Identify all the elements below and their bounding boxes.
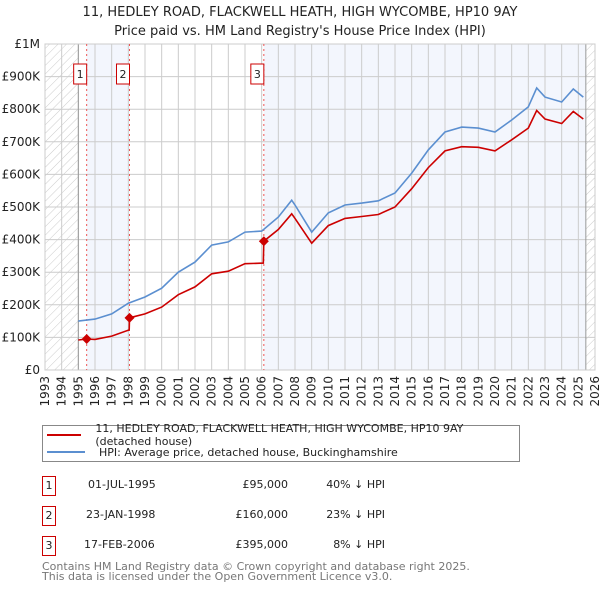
sale-point-marker — [81, 334, 92, 345]
hpi-line — [78, 86, 584, 322]
transaction-price: £395,000 — [235, 538, 289, 551]
sale-marker-badge: 1 — [42, 476, 56, 496]
x-tick-label: 2006 — [255, 376, 269, 407]
transaction-date: 01-JUL-1995 — [88, 478, 156, 491]
x-tick-label: 2004 — [221, 376, 235, 407]
legend-item-hpi: HPI: Average price, detached house, Buck… — [43, 444, 398, 460]
x-tick-label: 2009 — [305, 376, 319, 407]
sale-label: 2 — [120, 68, 127, 81]
transaction-date: 23-JAN-1998 — [86, 508, 156, 521]
x-tick-label: 1998 — [121, 376, 135, 407]
hatched-region-after — [585, 44, 595, 370]
y-tick-label: £300K — [2, 265, 42, 279]
x-tick-label: 2021 — [505, 376, 519, 407]
transaction-date: 17-FEB-2006 — [84, 538, 155, 551]
x-tick-label: 2003 — [205, 376, 219, 407]
x-tick-label: 2018 — [455, 376, 469, 407]
footer-licence: This data is licensed under the Open Gov… — [42, 570, 393, 583]
chart-title: 11, HEDLEY ROAD, FLACKWELL HEATH, HIGH W… — [82, 5, 518, 20]
x-tick-label: 2017 — [438, 376, 452, 407]
sale-label-box — [116, 63, 130, 85]
chart-legend: 11, HEDLEY ROAD, FLACKWELL HEATH, HIGH W… — [42, 422, 520, 462]
sale-label-box — [250, 63, 265, 85]
y-tick-label: £900K — [2, 70, 42, 84]
x-tick-label: 2000 — [155, 376, 169, 407]
transaction-hpi-diff: 40% ↓ HPI — [326, 478, 385, 491]
x-tick-label: 2022 — [521, 376, 535, 407]
sale-label: 3 — [254, 68, 261, 81]
y-tick-label: £600K — [2, 167, 42, 181]
sale-point-marker — [258, 236, 269, 247]
y-tick-label: £1M — [14, 37, 40, 51]
legend-swatch-blue — [47, 451, 85, 453]
x-tick-label: 2024 — [555, 376, 569, 407]
transaction-hpi-diff: 23% ↓ HPI — [326, 508, 385, 521]
transaction-row: 2 23-JAN-1998 £160,000 23% ↓ HPI — [42, 506, 442, 526]
x-tick-label: 1999 — [138, 376, 152, 407]
hatched-region-before — [45, 44, 79, 370]
y-tick-label: £700K — [2, 135, 42, 149]
x-tick-label: 2013 — [371, 376, 385, 407]
x-tick-label: 2008 — [288, 376, 302, 407]
x-tick-label: 2015 — [405, 376, 419, 407]
x-tick-label: 2016 — [421, 376, 435, 407]
x-tick-label: 2011 — [338, 376, 352, 407]
x-tick-label: 2010 — [321, 376, 335, 407]
transaction-hpi-diff: 8% ↓ HPI — [333, 538, 385, 551]
x-tick-label: 2019 — [471, 376, 485, 407]
sale-label-box — [73, 63, 88, 85]
x-tick-label: 1993 — [38, 376, 52, 407]
y-tick-label: £800K — [2, 102, 42, 116]
x-tick-label: 1997 — [105, 376, 119, 407]
transaction-price: £160,000 — [235, 508, 289, 521]
x-tick-label: 2001 — [171, 376, 185, 407]
legend-label-hpi: HPI: Average price, detached house, Buck… — [99, 445, 398, 459]
x-tick-label: 2007 — [271, 376, 285, 407]
legend-label-property: 11, HEDLEY ROAD, FLACKWELL HEATH, HIGH W… — [95, 422, 464, 448]
legend-swatch-red — [47, 434, 82, 436]
y-tick-label: £100K — [2, 330, 42, 344]
transaction-row: 3 17-FEB-2006 £395,000 8% ↓ HPI — [42, 536, 442, 556]
y-tick-label: £500K — [2, 200, 42, 214]
legend-item-property: 11, HEDLEY ROAD, FLACKWELL HEATH, HIGH W… — [43, 422, 519, 448]
price-chart: 1 2 3 £0 £100K £200K £300K £400K £500K £600K £700K… — [2, 37, 600, 407]
x-tick-label: 1995 — [71, 376, 85, 407]
chart-subtitle: Price paid vs. HM Land Registry's House … — [114, 24, 486, 39]
x-tick-label: 2005 — [238, 376, 252, 407]
footer-copyright: Contains HM Land Registry data © Crown c… — [42, 560, 470, 573]
y-tick-label: £400K — [2, 233, 42, 247]
plot-border — [44, 43, 596, 371]
y-tick-label: £0 — [25, 363, 40, 377]
sale-marker-badge: 3 — [42, 536, 56, 556]
transaction-price: £95,000 — [242, 478, 289, 491]
sale-label: 1 — [77, 68, 84, 81]
sale-point-marker — [124, 312, 135, 323]
sale-marker-badge: 2 — [42, 506, 56, 526]
transaction-row: 1 01-JUL-1995 £95,000 40% ↓ HPI — [42, 476, 442, 496]
x-tick-label: 2025 — [571, 376, 585, 407]
x-tick-label: 2020 — [488, 376, 502, 407]
x-tick-label: 2012 — [355, 376, 369, 407]
price-paid-line — [78, 109, 584, 341]
x-tick-label: 2014 — [388, 376, 402, 407]
x-tick-label: 1996 — [88, 376, 102, 407]
x-tick-label: 2002 — [188, 376, 202, 407]
x-tick-label: 2026 — [588, 376, 600, 407]
x-tick-label: 1994 — [55, 376, 69, 407]
x-tick-label: 2023 — [538, 376, 552, 407]
y-tick-label: £200K — [2, 298, 42, 312]
